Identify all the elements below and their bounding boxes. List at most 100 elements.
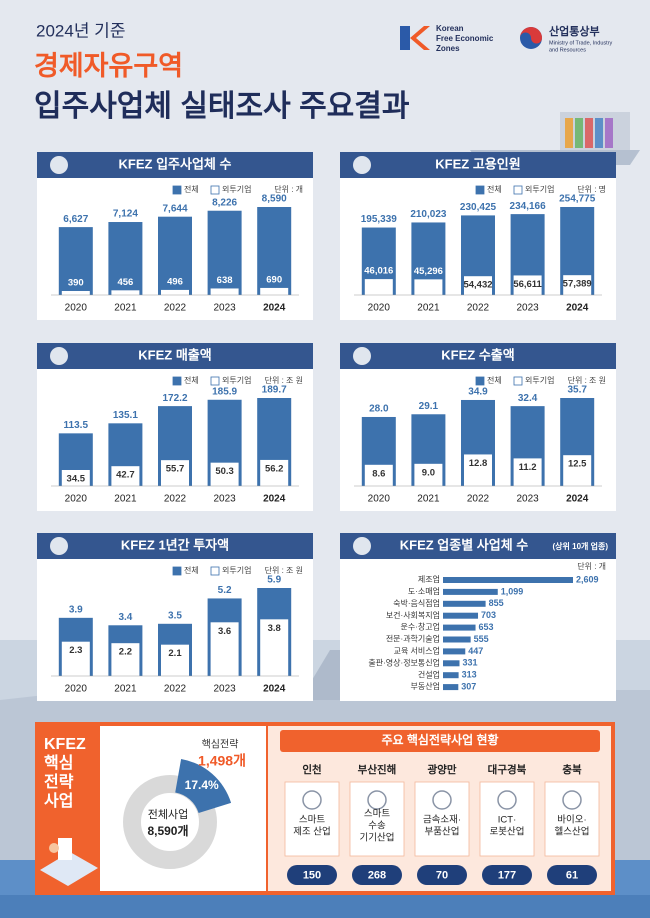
chart-icon [353, 156, 371, 174]
bar-foreign [111, 466, 140, 486]
value-label: 35.7 [567, 385, 587, 396]
summary-label: 전략 [44, 772, 74, 791]
bar [443, 636, 471, 643]
value-label: 2.3 [69, 645, 82, 656]
unit-label: 단위 : 명 [577, 184, 606, 194]
value-label: 195,339 [361, 214, 398, 225]
chart-title-bar [37, 533, 313, 559]
region-industry: 로봇산업 [490, 826, 525, 838]
bar [443, 672, 459, 679]
legend-label: 전체 [184, 375, 199, 385]
bar [443, 624, 476, 631]
y-tick-label: 보건·사회복지업 [386, 610, 440, 620]
highlight-count: 1,498개 [198, 753, 246, 769]
legend-label: 외투기업 [222, 565, 251, 575]
legend-label: 전체 [487, 375, 502, 385]
donut-slice [175, 758, 232, 814]
region-industry: 제조 산업 [293, 826, 331, 838]
chart-icon [353, 537, 371, 555]
region-industry: 헬스산업 [555, 826, 590, 838]
logo-text: Zones [436, 44, 460, 53]
chart-subtitle: (상위 10개 업종) [553, 541, 609, 551]
center-count: 8,590개 [147, 824, 188, 838]
legend-swatch [513, 376, 523, 386]
legend-swatch [513, 185, 523, 195]
chart-title-bar [340, 343, 616, 369]
ministry-sub: and Resources [549, 47, 586, 53]
region-count: 70 [436, 869, 448, 881]
x-tick-label: 2021 [114, 494, 137, 505]
value-label: 12.8 [469, 458, 488, 469]
legend-swatch [210, 185, 220, 195]
value-label: 29.1 [419, 401, 439, 412]
bar-foreign [260, 459, 289, 486]
header-title: 경제자유구역 [34, 51, 183, 81]
value-label: 331 [462, 658, 477, 668]
value-label: 28.0 [369, 404, 389, 415]
x-tick-label: 2021 [114, 684, 137, 695]
bar-foreign [464, 276, 492, 295]
bar-foreign [161, 644, 189, 676]
legend-swatch [210, 566, 220, 576]
bar [443, 648, 466, 655]
value-label: 3.6 [218, 626, 231, 637]
bar-foreign [513, 275, 542, 295]
chart-title: KFEZ 입주사업체 수 [119, 156, 232, 171]
value-label: 46,016 [364, 266, 393, 277]
legend-label: 전체 [487, 184, 502, 194]
value-label: 34.9 [468, 387, 488, 398]
legend-label: 외투기업 [222, 184, 251, 194]
value-label: 8,590 [262, 194, 287, 205]
bar-foreign [161, 460, 189, 486]
bar [443, 588, 498, 595]
value-label: 7,124 [113, 209, 138, 220]
value-label: 496 [167, 276, 183, 287]
x-tick-label: 2021 [417, 494, 440, 505]
region-count: 177 [498, 869, 516, 881]
region-name: 대구경북 [488, 763, 527, 776]
bar-foreign [563, 455, 592, 486]
legend-label: 외투기업 [525, 375, 554, 385]
value-label: 8.6 [372, 468, 385, 479]
value-label: 3.9 [69, 604, 83, 615]
y-tick-label: 운수·창고업 [401, 623, 440, 632]
unit-label: 단위 : 조 원 [568, 375, 606, 385]
value-label: 234,166 [510, 201, 547, 212]
legend-label: 외투기업 [525, 184, 554, 194]
value-label: 45,296 [414, 266, 443, 277]
x-tick-label: 2024 [566, 494, 589, 505]
bar-foreign [210, 288, 239, 295]
x-tick-label: 2023 [516, 303, 539, 314]
x-tick-label: 2020 [368, 303, 391, 314]
unit-label: 단위 : 개 [577, 561, 606, 571]
chart-icon [50, 537, 68, 555]
region-icon [367, 790, 387, 810]
bar-foreign [61, 469, 90, 486]
value-label: 3.8 [268, 623, 281, 634]
legend-swatch [475, 185, 485, 195]
region-name: 충북 [562, 763, 582, 776]
region-name: 광양만 [428, 763, 457, 776]
value-label: 32.4 [518, 393, 538, 404]
bar-total [207, 210, 242, 295]
region-card [349, 781, 405, 857]
x-tick-label: 2022 [164, 684, 187, 695]
count-pill [482, 865, 532, 885]
x-tick-label: 2023 [213, 494, 236, 505]
value-label: 9.0 [422, 467, 435, 478]
value-label: 2,609 [576, 574, 599, 584]
bar [443, 612, 479, 619]
region-icon [562, 790, 582, 810]
value-label: 5.9 [267, 575, 281, 586]
chart-title: KFEZ 고용인원 [435, 156, 520, 171]
value-label: 8,226 [212, 197, 237, 208]
x-tick-label: 2020 [368, 494, 391, 505]
value-label: 50.3 [215, 466, 234, 477]
chart-title: KFEZ 매출액 [138, 347, 211, 362]
value-label: 390 [68, 278, 84, 289]
region-count: 61 [566, 869, 578, 881]
region-card [479, 781, 535, 857]
count-pill [287, 865, 337, 885]
